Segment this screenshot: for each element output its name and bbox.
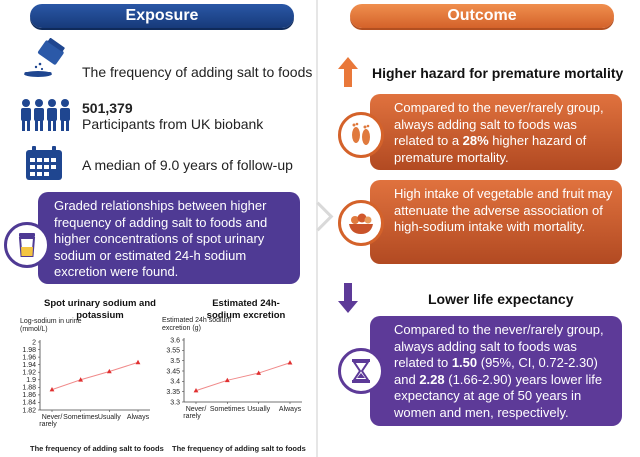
chart2-data-point — [256, 370, 262, 375]
vegetable-bowl-icon — [349, 213, 373, 234]
exposure-item-frequency: The frequency of adding salt to foods — [82, 64, 313, 80]
box1-text-bold: 28% — [462, 133, 489, 148]
chart2-data-point — [193, 388, 199, 393]
chart2-ytick-label: 3.5 — [170, 358, 180, 365]
chart1-xtick-label: Sometimes — [63, 414, 99, 421]
chart1-ytick-label: 1.84 — [22, 400, 36, 407]
chart1-ytick-label: 2 — [32, 339, 36, 346]
participants-text: Participants from UK biobank — [82, 116, 264, 132]
chart1-xtick-label: Never/rarely — [39, 414, 62, 428]
chart2-ylabel: Estimated 24h sodium excretion (g) — [162, 317, 232, 332]
chart1-ytick-label: 1.96 — [22, 354, 36, 361]
urine-cup-icon — [18, 233, 36, 257]
chart1-xtick-label: Usually — [98, 414, 121, 421]
chart1-ylabel: Log-sodium in urine (mmol/L) — [20, 318, 82, 333]
participants-number: 501,379 — [82, 100, 133, 116]
chart2-data-point — [287, 360, 293, 365]
chart2-xtick-label: Never/rarely — [183, 406, 206, 420]
calendar-icon — [26, 146, 62, 180]
finding-text: Graded relationships between higher freq… — [54, 198, 268, 279]
food-bowl-icon-circle — [338, 200, 384, 246]
salt-shaker-icon — [24, 38, 65, 77]
box1-text-pre: Compared to the never/rarely group, alwa… — [394, 100, 604, 148]
hourglass-icon — [352, 359, 370, 383]
chart1-data-point — [49, 387, 55, 392]
box3-text-pre: Compared to the never/rarely group, alwa… — [394, 322, 604, 370]
chart1-data-point — [106, 368, 112, 374]
lower-life-title: Lower life expectancy — [428, 291, 574, 307]
life-expectancy-box: Compared to the never/rarely group, alwa… — [370, 316, 622, 426]
chart1-title: Spot urinary sodium and potassium — [44, 298, 156, 321]
box3-bold-women: 1.50 — [451, 355, 478, 370]
chart1-ytick-label: 1.94 — [22, 362, 36, 369]
chart2-xtick-label: Sometimes — [210, 406, 246, 413]
chart2-ytick-label: 3.4 — [170, 379, 180, 386]
hourglass-icon-circle — [338, 348, 384, 394]
higher-hazard-title: Higher hazard for premature mortality — [372, 65, 624, 81]
arrow-up-icon — [338, 57, 358, 87]
chart2-ytick-label: 3.45 — [166, 368, 180, 375]
box3-text-mid: (95%, CI, 0.72-2.30) and — [394, 355, 598, 387]
chart1-ytick-label: 1.9 — [26, 377, 36, 384]
chart2-series-line — [195, 362, 291, 392]
chart1-svg: 21.981.961.941.921.91.881.861.841.82Neve… — [22, 339, 150, 428]
outcome-header: Outcome — [350, 4, 614, 28]
chart2-xtick-label: Usually — [247, 406, 270, 413]
urine-sample-icon-circle — [4, 222, 50, 268]
chart1-ytick-label: 1.92 — [22, 370, 36, 377]
chart2-xlabel: The frequency of adding salt to foods — [172, 444, 306, 453]
chart2-ytick-label: 3.35 — [166, 389, 180, 396]
chart2-data-point — [224, 377, 230, 383]
chart1-ytick-label: 1.98 — [22, 347, 36, 354]
chart1-data-point — [78, 377, 84, 382]
premature-mortality-box: Compared to the never/rarely group, alwa… — [370, 94, 622, 170]
vegetable-fruit-box: High intake of vegetable and fruit may a… — [370, 180, 622, 264]
followup-text: A median of 9.0 years of follow-up — [82, 157, 293, 173]
chart2-ytick-label: 3.55 — [166, 348, 180, 355]
arrow-down-icon — [338, 283, 358, 313]
chart1-xlabel: The frequency of adding salt to foods — [30, 444, 164, 453]
box3-bold-men: 2.28 — [419, 371, 445, 387]
box1-text-post: higher hazard of premature mortality. — [394, 133, 587, 165]
chart2-title: Estimated 24h-sodium excretion — [206, 298, 286, 321]
chart1-series-line — [51, 361, 139, 391]
center-divider — [316, 0, 318, 457]
box2-text: High intake of vegetable and fruit may a… — [394, 186, 613, 234]
chart2-ytick-label: 3.3 — [170, 399, 180, 406]
exposure-header: Exposure — [30, 4, 294, 28]
chart1-ytick-label: 1.88 — [22, 385, 36, 392]
chevron-right-icon — [303, 201, 334, 232]
chart1-ytick-label: 1.82 — [22, 407, 36, 414]
chart2-ytick-label: 3.6 — [170, 337, 180, 344]
finding-box: Graded relationships between higher freq… — [38, 192, 300, 284]
chart1-xtick-label: Always — [127, 414, 150, 421]
box3-text-post: (1.66-2.90) years lower life expectancy … — [394, 371, 603, 420]
footprints-icon-circle — [338, 112, 384, 158]
chart2-xtick-label: Always — [279, 406, 302, 413]
participants-icon — [21, 99, 70, 131]
chart1-ytick-label: 1.86 — [22, 392, 36, 399]
chart1-data-point — [135, 359, 141, 365]
footprints-icon — [352, 122, 370, 145]
